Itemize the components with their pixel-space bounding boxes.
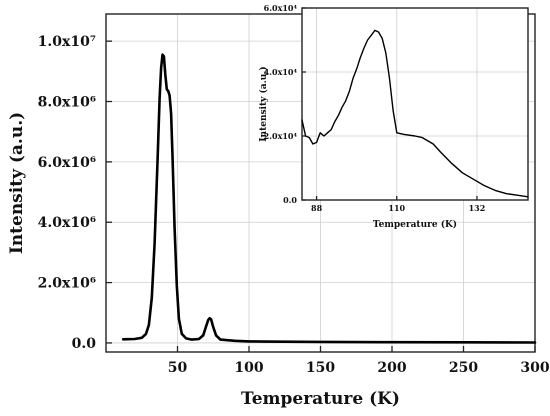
- inset-series-line: [301, 29, 529, 198]
- main-y-axis-title: Intensity (a.u.): [7, 112, 27, 254]
- inset-x-axis-title: Temperature (K): [373, 219, 457, 230]
- main-x-tick-label: 100: [234, 360, 263, 376]
- main-x-tick-label: 150: [306, 360, 335, 376]
- main-x-tick-label: 50: [168, 360, 188, 376]
- inset-x-tick-label: 88: [311, 203, 323, 213]
- inset-y-tick-label: 6.0x10⁴: [264, 3, 298, 13]
- main-x-tick-label: 250: [449, 360, 478, 376]
- main-x-tick-label: 300: [520, 360, 549, 376]
- main-series-line: [121, 53, 537, 344]
- inset-y-tick-label: 2.0x10⁴: [264, 131, 298, 141]
- main-y-tick-label: 6.0x10⁶: [38, 155, 96, 171]
- inset-plot: 88 110 132 0.0 2.0x10⁴ 4.0x10⁴ 6.0x10⁴ Temperat…: [258, 3, 529, 230]
- inset-y-tick-label: 0.0: [283, 195, 297, 205]
- main-y-tick-label: 8.0x10⁶: [38, 95, 96, 111]
- main-y-tick-label: 2.0x10⁶: [38, 276, 96, 292]
- main-x-axis-title: Temperature (K): [241, 389, 400, 409]
- inset-plot-frame: [301, 7, 529, 201]
- inset-x-tick-label: 110: [388, 203, 405, 213]
- inset-plot-area: [302, 8, 528, 200]
- main-y-tick-label: 0.0: [72, 336, 97, 352]
- inset-y-tick-label: 4.0x10⁴: [264, 67, 298, 77]
- main-x-tick-label: 200: [377, 360, 406, 376]
- inset-y-axis-title: Intensity (a.u.): [258, 66, 269, 141]
- inset-x-tick-label: 132: [469, 203, 486, 213]
- main-y-tick-label: 4.0x10⁶: [38, 215, 96, 231]
- main-y-tick-label: 1.0x10⁷: [38, 34, 96, 50]
